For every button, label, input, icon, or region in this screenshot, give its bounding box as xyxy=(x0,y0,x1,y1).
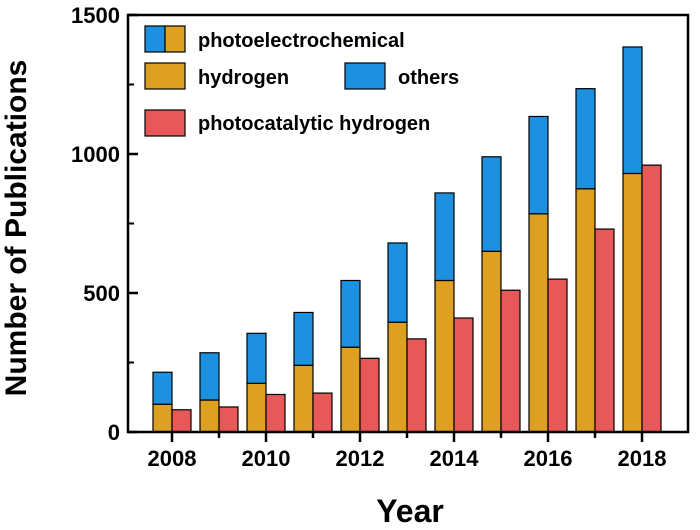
y-tick-label-500: 500 xyxy=(83,281,120,306)
legend-swatch-hydrogen xyxy=(144,62,186,90)
legend-swatch-hydrogen-half xyxy=(164,25,186,53)
bar-photocatalytic-hydrogen-2015 xyxy=(500,289,521,433)
bar-photocatalytic-hydrogen-2012 xyxy=(359,357,380,433)
bar-photocatalytic-hydrogen-2014 xyxy=(453,317,474,433)
bar-photocatalytic-hydrogen-2008 xyxy=(171,409,192,433)
legend-item-others: others xyxy=(344,62,459,90)
bar-hydrogen-2012 xyxy=(340,346,361,433)
bar-others-2010 xyxy=(246,332,267,384)
bar-hydrogen-2018 xyxy=(622,172,643,433)
x-tick-label-2016: 2016 xyxy=(524,446,573,471)
x-axis-title: Year xyxy=(376,493,444,529)
bar-others-2016 xyxy=(528,115,549,215)
ticks-group: 0 500 1000 1500 2008 2010 2012 2014 2016 2018 xyxy=(71,3,666,471)
legend-swatch-others xyxy=(344,62,386,90)
bar-photocatalytic-hydrogen-2009 xyxy=(218,406,239,433)
bar-others-2008 xyxy=(152,371,173,405)
bar-photocatalytic-hydrogen-2016 xyxy=(547,278,568,433)
bar-others-2009 xyxy=(199,352,220,401)
y-tick-label-1000: 1000 xyxy=(71,142,120,167)
bar-others-2017 xyxy=(575,88,596,190)
bar-photocatalytic-hydrogen-2013 xyxy=(406,338,427,433)
bar-hydrogen-2009 xyxy=(199,399,220,433)
bar-hydrogen-2011 xyxy=(293,364,314,433)
bar-photocatalytic-hydrogen-2018 xyxy=(641,164,662,433)
bar-photocatalytic-hydrogen-2017 xyxy=(594,228,615,433)
bar-hydrogen-2017 xyxy=(575,188,596,433)
legend-label-photoelectrochemical: photoelectrochemical xyxy=(198,30,405,52)
legend-item-photocatalytic-hydrogen: photocatalytic hydrogen xyxy=(144,109,430,137)
bar-hydrogen-2014 xyxy=(434,279,455,433)
legend-label-hydrogen: hydrogen xyxy=(198,67,289,89)
bar-hydrogen-2015 xyxy=(481,250,502,433)
y-axis-title: Number of Publications xyxy=(0,60,33,397)
legend-label-photocatalytic-hydrogen: photocatalytic hydrogen xyxy=(198,113,430,135)
legend-item-hydrogen: hydrogen xyxy=(144,62,289,90)
bar-others-2014 xyxy=(434,192,455,282)
bars-group xyxy=(152,46,662,433)
y-tick-label-0: 0 xyxy=(108,420,120,445)
x-tick-label-2018: 2018 xyxy=(618,446,667,471)
bar-hydrogen-2013 xyxy=(387,321,408,433)
bar-hydrogen-2008 xyxy=(152,403,173,433)
bar-photocatalytic-hydrogen-2011 xyxy=(312,392,333,433)
bar-others-2015 xyxy=(481,156,502,252)
bar-others-2013 xyxy=(387,242,408,323)
legend-swatch-photocatalytic-hydrogen xyxy=(144,109,186,137)
legend-swatch-others-half xyxy=(144,25,166,53)
legend-label-others: others xyxy=(398,67,459,89)
x-tick-label-2012: 2012 xyxy=(336,446,385,471)
bar-others-2018 xyxy=(622,46,643,175)
bar-others-2011 xyxy=(293,311,314,366)
x-tick-label-2014: 2014 xyxy=(430,446,480,471)
x-tick-label-2008: 2008 xyxy=(148,446,197,471)
legend-item-photoelectrochemical: photoelectrochemical xyxy=(144,25,405,53)
legend: photoelectrochemical hydrogen others pho… xyxy=(144,25,459,137)
x-tick-label-2010: 2010 xyxy=(242,446,291,471)
bar-photocatalytic-hydrogen-2010 xyxy=(265,393,286,433)
y-tick-label-1500: 1500 xyxy=(71,3,120,28)
bar-hydrogen-2016 xyxy=(528,213,549,433)
bar-others-2012 xyxy=(340,279,361,348)
bar-hydrogen-2010 xyxy=(246,382,267,433)
